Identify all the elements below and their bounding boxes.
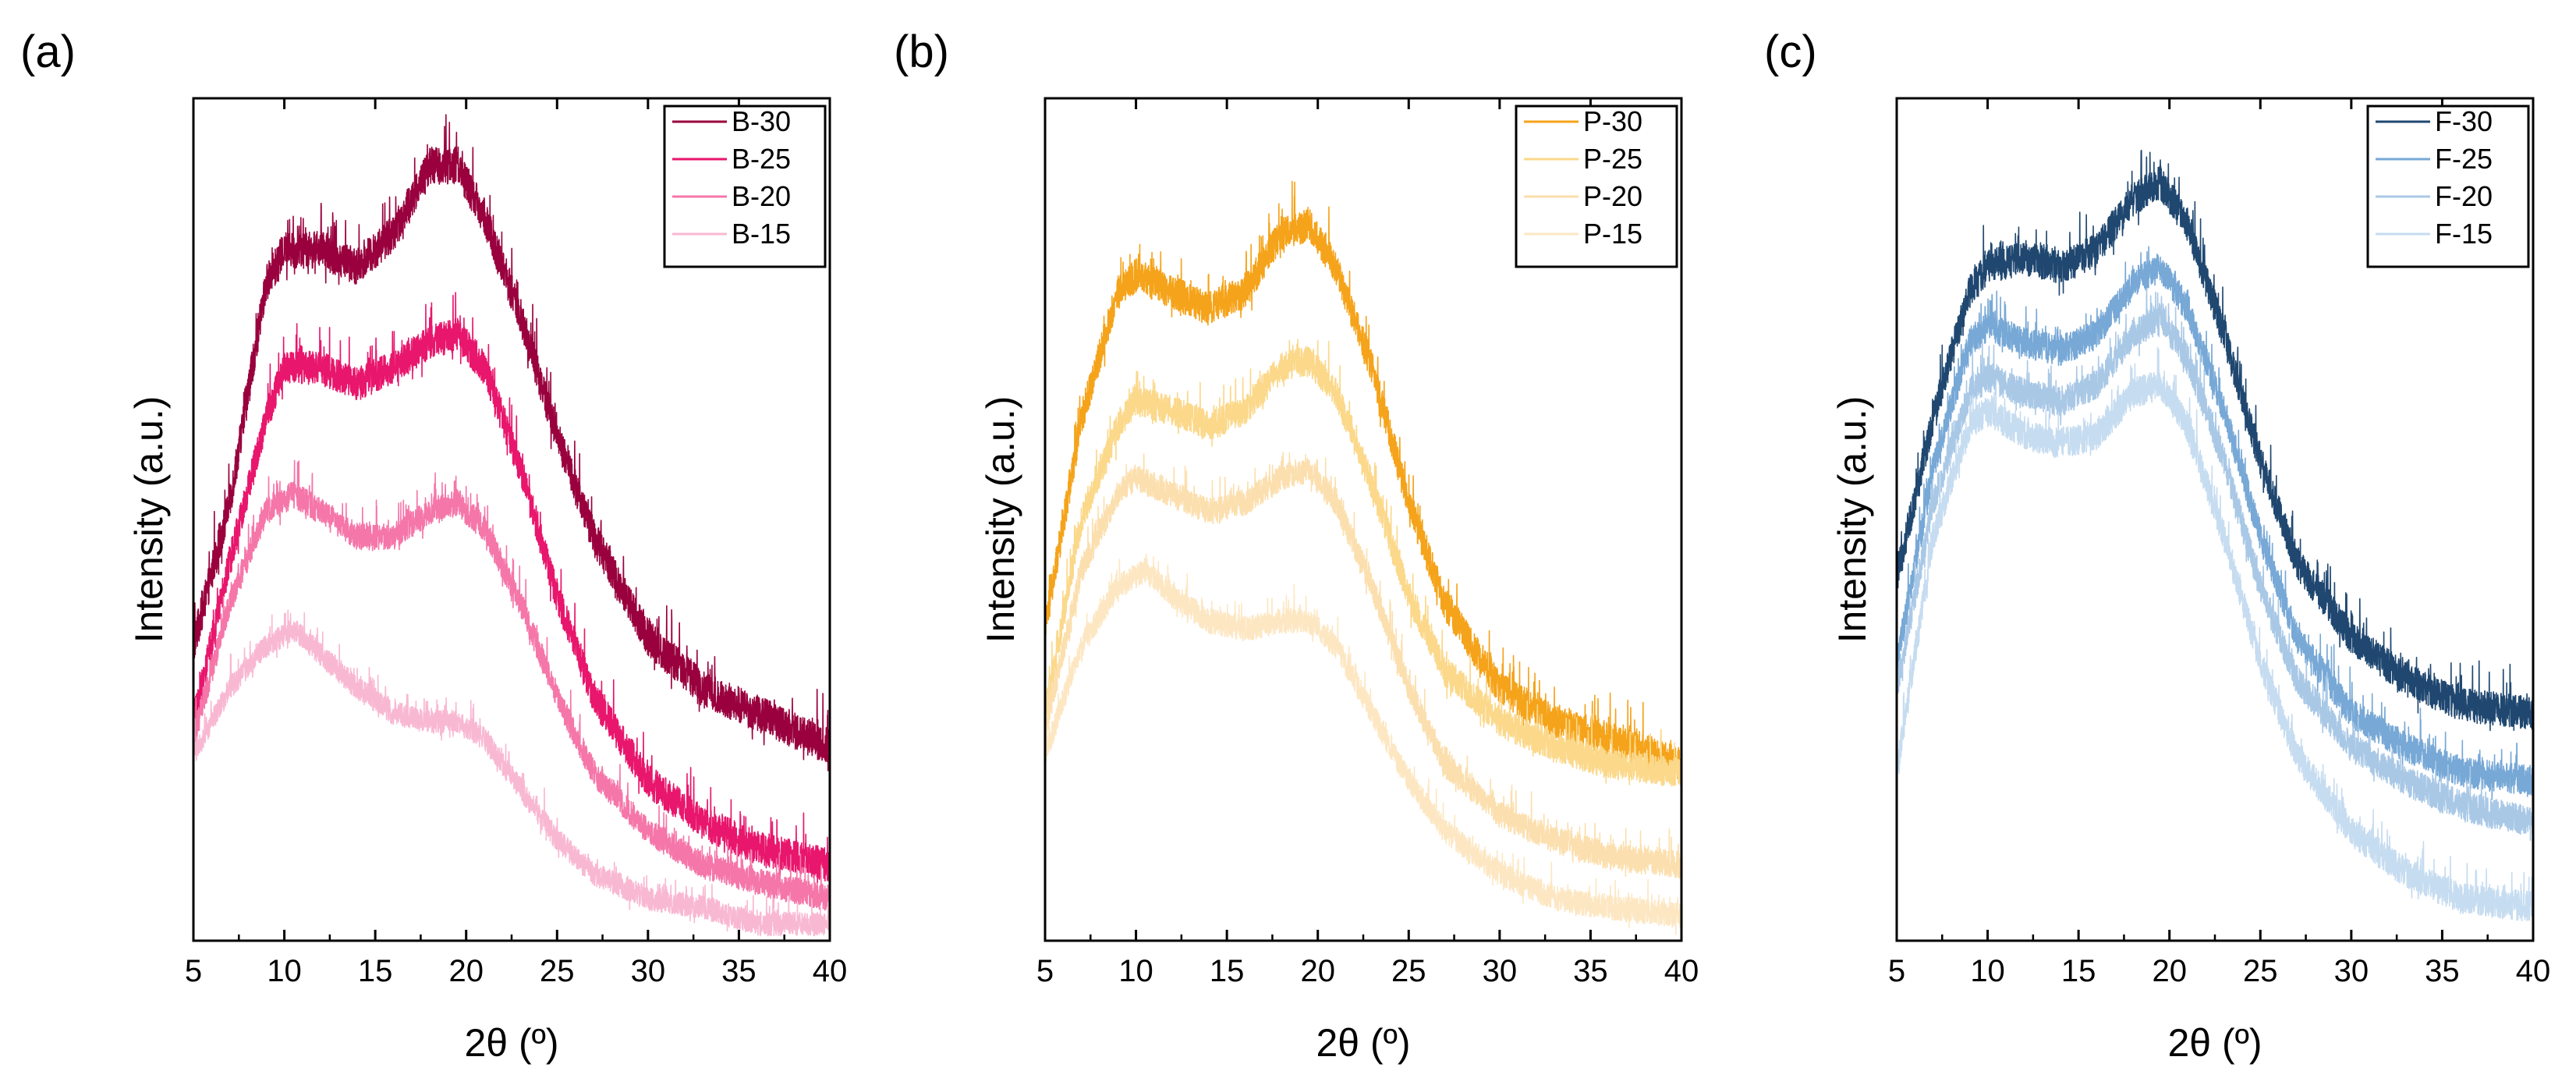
x-tick-label: 35 xyxy=(1573,954,1608,988)
legend-box xyxy=(1515,105,1678,268)
legend-label: F-20 xyxy=(2435,180,2493,212)
legend-label: F-25 xyxy=(2435,143,2493,175)
legend: F-30 F-25 F-20 F-15 xyxy=(2366,105,2530,268)
x-tick-label: 35 xyxy=(721,954,757,988)
series-line-p-20 xyxy=(1044,452,1682,879)
chart-panel-2: (b) 5 10 15 20 25 30 35 40 2θ (º) Intensity (a.u.)… xyxy=(894,27,1699,1065)
x-tick-label: 15 xyxy=(358,954,393,988)
series-group xyxy=(193,114,831,937)
x-axis: 5 10 15 20 25 30 35 40 xyxy=(1036,98,1699,988)
legend-label: B-25 xyxy=(732,143,791,175)
x-tick-label: 15 xyxy=(1210,954,1245,988)
legend-label: P-25 xyxy=(1583,143,1642,175)
legend-label: P-15 xyxy=(1583,218,1642,250)
legend-box xyxy=(2366,105,2530,268)
legend-label: P-30 xyxy=(1583,105,1642,137)
series-line-f-30 xyxy=(1896,150,2534,732)
y-axis-title: Intensity (a.u.) xyxy=(1830,396,1874,644)
series-line-b-20 xyxy=(193,459,831,912)
series-group xyxy=(1044,180,1682,935)
x-tick-label: 25 xyxy=(540,954,575,988)
x-tick-label: 40 xyxy=(2516,954,2551,988)
chart-panel-3: (c) 5 10 15 20 25 30 35 40 2θ (º) Intensity (a.u.)… xyxy=(1764,27,2550,1065)
x-tick-label: 5 xyxy=(185,954,202,988)
panel-label: (c) xyxy=(1764,27,1817,77)
x-tick-label: 10 xyxy=(267,954,302,988)
series-line-b-15 xyxy=(193,609,831,937)
x-tick-label: 15 xyxy=(2061,954,2096,988)
legend-box xyxy=(663,105,827,268)
panel-label: (b) xyxy=(894,27,949,77)
x-tick-label: 30 xyxy=(1483,954,1518,988)
series-line-f-15 xyxy=(1896,346,2534,922)
legend-label: B-30 xyxy=(732,105,791,137)
legend-label: P-20 xyxy=(1583,180,1642,212)
x-tick-label: 20 xyxy=(448,954,484,988)
series-line-p-15 xyxy=(1044,553,1682,935)
legend-label: B-20 xyxy=(732,180,791,212)
legend-label: F-30 xyxy=(2435,105,2493,137)
series-line-p-30 xyxy=(1044,180,1682,779)
series-line-b-30 xyxy=(193,114,831,771)
series-group xyxy=(1896,150,2534,922)
x-tick-label: 20 xyxy=(1300,954,1335,988)
x-axis: 5 10 15 20 25 30 35 40 xyxy=(185,98,847,988)
x-tick-label: 40 xyxy=(813,954,848,988)
x-axis-title: 2θ (º) xyxy=(1316,1021,1410,1065)
series-line-p-25 xyxy=(1044,339,1682,787)
y-axis-title: Intensity (a.u.) xyxy=(979,396,1022,644)
x-tick-label: 35 xyxy=(2425,954,2460,988)
x-axis: 5 10 15 20 25 30 35 40 xyxy=(1888,98,2550,988)
series-line-f-20 xyxy=(1896,287,2534,842)
x-axis-title: 2θ (º) xyxy=(464,1021,558,1065)
panel-label: (a) xyxy=(20,27,76,77)
x-tick-label: 40 xyxy=(1664,954,1699,988)
x-tick-label: 20 xyxy=(2152,954,2187,988)
x-tick-label: 5 xyxy=(1036,954,1054,988)
x-axis-title: 2θ (º) xyxy=(2167,1021,2262,1065)
x-tick-label: 10 xyxy=(1118,954,1153,988)
y-axis-title: Intensity (a.u.) xyxy=(127,396,171,644)
x-tick-label: 25 xyxy=(2243,954,2278,988)
legend: P-30 P-25 P-20 P-15 xyxy=(1515,105,1678,268)
x-tick-label: 30 xyxy=(631,954,666,988)
x-tick-label: 30 xyxy=(2334,954,2369,988)
series-line-b-25 xyxy=(193,292,831,884)
legend: B-30 B-25 B-20 B-15 xyxy=(663,105,827,268)
chart-panel-1: (a) 5 10 15 20 25 30 35 40 2θ (º) Intensity (a.u.)… xyxy=(20,27,847,1065)
x-tick-label: 25 xyxy=(1391,954,1426,988)
x-tick-label: 5 xyxy=(1888,954,1905,988)
x-tick-label: 10 xyxy=(1970,954,2005,988)
legend-label: F-15 xyxy=(2435,218,2493,250)
series-line-f-25 xyxy=(1896,246,2534,800)
legend-label: B-15 xyxy=(732,218,791,250)
